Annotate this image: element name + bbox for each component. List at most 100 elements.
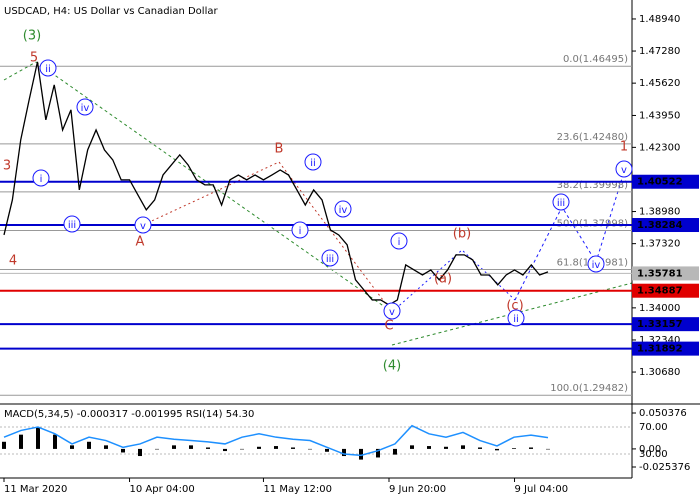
wave-label: (c) bbox=[506, 299, 523, 314]
wave-label: i bbox=[299, 226, 302, 237]
wave-marker bbox=[134, 216, 152, 234]
wave-label: iv bbox=[81, 103, 90, 114]
projection-line bbox=[391, 282, 633, 346]
level-label: 1.34887 bbox=[637, 286, 683, 297]
wave-label: v bbox=[389, 307, 395, 318]
y-tick-label: 1.48940 bbox=[639, 14, 680, 25]
macd-bar bbox=[376, 448, 380, 458]
level-box bbox=[632, 283, 699, 298]
wave-label: 1 bbox=[620, 140, 628, 155]
macd-bar bbox=[240, 448, 244, 450]
wave-marker bbox=[507, 309, 525, 327]
macd-bar bbox=[206, 447, 210, 449]
level-box bbox=[632, 317, 699, 332]
macd-bar bbox=[410, 445, 414, 449]
level-label: 1.31892 bbox=[637, 344, 683, 355]
y2-tick-label: 30.00 bbox=[639, 449, 668, 460]
y-tick-label: 1.43950 bbox=[639, 110, 680, 121]
macd-bar bbox=[155, 448, 159, 450]
wave-marker bbox=[63, 215, 81, 233]
fib-label: 100.0(1.29482) bbox=[550, 383, 628, 394]
wave-marker bbox=[552, 193, 570, 211]
level-box bbox=[632, 341, 699, 356]
macd-bar bbox=[121, 448, 125, 453]
wave-label: C bbox=[384, 319, 393, 334]
macd-bar bbox=[308, 448, 312, 450]
wave-marker bbox=[383, 302, 401, 320]
level-label: 1.33157 bbox=[637, 319, 683, 330]
macd-bar bbox=[427, 446, 431, 449]
macd-bar bbox=[70, 445, 74, 449]
x-tick-label: 11 May 12:00 bbox=[263, 484, 332, 495]
macd-bar bbox=[478, 447, 482, 449]
wave-marker bbox=[321, 249, 339, 267]
wave-marker bbox=[32, 169, 50, 187]
wave-marker bbox=[76, 98, 94, 116]
wave-label: v bbox=[621, 165, 627, 176]
wave-label: 4 bbox=[9, 254, 17, 269]
y-tick-label: 1.45620 bbox=[639, 78, 680, 89]
wave-label: 3 bbox=[3, 159, 11, 174]
wave-label: 5 bbox=[30, 51, 38, 66]
y-tick-label: 0.00 bbox=[639, 444, 661, 455]
indicator-title: MACD(5,34,5) -0.000317 -0.001995 RSI(14)… bbox=[4, 409, 254, 420]
macd-bar bbox=[257, 446, 261, 449]
wave-marker bbox=[390, 232, 408, 250]
wave-label: iii bbox=[557, 198, 565, 209]
macd-bar bbox=[325, 448, 329, 452]
wave-label: (3) bbox=[23, 29, 41, 44]
y-tick-label: 1.42300 bbox=[639, 142, 680, 153]
macd-bar bbox=[359, 448, 363, 460]
macd-bar bbox=[2, 441, 6, 449]
macd-bar bbox=[461, 445, 465, 449]
x-tick-label: 10 Apr 04:00 bbox=[130, 484, 195, 495]
rsi-line bbox=[3, 424, 549, 457]
macd-bar bbox=[223, 448, 227, 452]
macd-bar bbox=[53, 434, 57, 449]
wave-label: (a) bbox=[434, 272, 452, 287]
macd-bar bbox=[19, 434, 23, 449]
wave-label: iii bbox=[326, 254, 334, 265]
wave-label: (4) bbox=[383, 359, 401, 374]
wave-label: ii bbox=[513, 314, 519, 325]
projection-line bbox=[142, 161, 393, 313]
macd-bar bbox=[342, 448, 346, 457]
wave-label: iv bbox=[339, 205, 348, 216]
level-label: 1.40522 bbox=[637, 177, 683, 188]
wave-label: i bbox=[40, 174, 43, 185]
y-tick-label: 1.30680 bbox=[639, 367, 680, 378]
chart-title: USDCAD, H4: US Dollar vs Canadian Dollar bbox=[4, 6, 218, 17]
fib-label: 0.0(1.46495) bbox=[563, 54, 628, 65]
level-box bbox=[632, 266, 699, 281]
wave-marker bbox=[291, 221, 309, 239]
wave-label: ii bbox=[45, 64, 51, 75]
wave-label: v bbox=[140, 221, 146, 232]
wave-label: (b) bbox=[453, 227, 471, 242]
level-label: 1.38284 bbox=[637, 220, 683, 231]
y-tick-label: -0.025376 bbox=[639, 462, 690, 473]
y2-tick-label: 70.00 bbox=[639, 422, 668, 433]
wave-label: ii bbox=[310, 158, 316, 169]
y-tick-label: 0.050376 bbox=[639, 408, 687, 419]
level-box bbox=[632, 218, 699, 233]
x-tick-label: 9 Jul 04:00 bbox=[515, 484, 569, 495]
macd-bar bbox=[444, 446, 448, 449]
y-tick-label: 1.38980 bbox=[639, 207, 680, 218]
level-box bbox=[632, 174, 699, 189]
y-tick-label: 1.37320 bbox=[639, 239, 680, 250]
wave-label: A bbox=[136, 235, 145, 250]
wave-label: iii bbox=[68, 220, 76, 231]
wave-marker bbox=[304, 153, 322, 171]
wave-marker bbox=[334, 200, 352, 218]
wave-label: iv bbox=[592, 260, 601, 271]
macd-bar bbox=[138, 448, 142, 457]
level-label: 1.35781 bbox=[637, 268, 683, 279]
macd-bar bbox=[495, 448, 499, 451]
wave-label: B bbox=[275, 142, 284, 157]
y-tick-label: 1.47280 bbox=[639, 46, 680, 57]
macd-bar bbox=[36, 427, 40, 449]
y-tick-label: 1.32340 bbox=[639, 335, 680, 346]
macd-bar bbox=[291, 447, 295, 449]
macd-bar bbox=[393, 448, 397, 455]
